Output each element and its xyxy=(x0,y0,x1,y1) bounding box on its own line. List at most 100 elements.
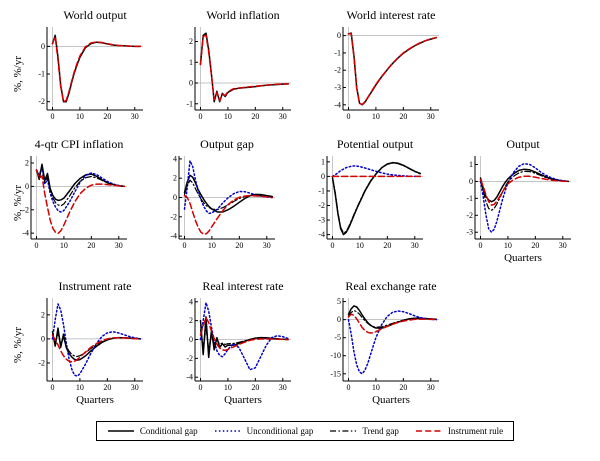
svg-text:20: 20 xyxy=(235,241,243,250)
chart-row-domestic-1: %, %/yr 4-qtr CPI inflation 2 0 -2 -4 0 10 20 3… xyxy=(10,137,600,265)
plot-area: 420-2-40 10 20 30 xyxy=(186,297,291,392)
svg-text:-3: -3 xyxy=(334,83,341,92)
legend-item-conditional-gap: Conditional gap xyxy=(107,426,198,436)
chart-4qtr-cpi-inflation: 4-qtr CPI inflation 2 0 -2 -4 0 10 20 30 xyxy=(10,137,132,252)
y-axis-label-text: %, %/yr xyxy=(12,184,24,222)
legend-item-instrument-rule: Instrument rule xyxy=(415,426,503,436)
chart-title: Instrument rate xyxy=(58,279,132,293)
chart-potential-output: Potential output 1 0 -1 -2 -3 -4 0 10 20 30 xyxy=(306,137,428,252)
svg-text:-1: -1 xyxy=(334,48,341,57)
svg-text:0: 0 xyxy=(50,112,54,121)
svg-text:-10: -10 xyxy=(330,351,341,360)
svg-text:10: 10 xyxy=(372,112,380,121)
svg-text:-2: -2 xyxy=(38,358,45,367)
svg-text:10: 10 xyxy=(60,241,68,250)
svg-text:0: 0 xyxy=(189,79,193,88)
legend-label: Trend gap xyxy=(362,426,399,436)
svg-text:-4: -4 xyxy=(334,100,341,109)
chart-title: 4-qtr CPI inflation xyxy=(34,137,124,151)
plot-area: 420-2-40 10 20 30 xyxy=(170,154,275,250)
svg-text:2: 2 xyxy=(173,174,177,183)
svg-text:10: 10 xyxy=(504,241,512,250)
svg-text:20: 20 xyxy=(103,112,111,121)
chart-instrument-rate: Instrument rate 2 0 -2 0 10 20 30 Quarters xyxy=(26,279,148,407)
svg-text:-2: -2 xyxy=(318,201,325,210)
x-axis-label: Quarters xyxy=(504,252,542,264)
svg-text:10: 10 xyxy=(224,383,232,392)
svg-text:2: 2 xyxy=(25,159,29,168)
svg-text:-5: -5 xyxy=(334,333,341,342)
svg-text:-4: -4 xyxy=(318,230,325,239)
svg-text:30: 30 xyxy=(559,241,567,250)
svg-text:20: 20 xyxy=(103,383,111,392)
svg-text:-4: -4 xyxy=(170,232,177,241)
plot-area: 0 -1 -2 0 10 20 30 xyxy=(38,27,143,121)
svg-text:0: 0 xyxy=(189,335,193,344)
svg-text:-1: -1 xyxy=(186,99,193,108)
svg-text:10: 10 xyxy=(224,112,232,121)
legend-item-trend-gap: Trend gap xyxy=(329,426,399,436)
svg-text:0: 0 xyxy=(41,334,45,343)
chart-title: Real exchange rate xyxy=(345,279,437,293)
svg-text:0: 0 xyxy=(337,315,341,324)
chart-real-interest-rate: Real interest rate 4 2 0 -2 -4 0 10 20 30 Quarte… xyxy=(174,279,296,407)
x-axis-label: Quarters xyxy=(224,394,262,406)
legend-item-unconditional-gap: Unconditional gap xyxy=(214,426,314,436)
chart-title: World interest rate xyxy=(346,8,436,22)
x-axis-label: Quarters xyxy=(372,394,410,406)
plot-area: 10-1-2-30 10 20 30 xyxy=(466,156,571,250)
svg-text:30: 30 xyxy=(279,112,287,121)
legend-label: Conditional gap xyxy=(139,426,198,436)
svg-text:-2: -2 xyxy=(38,97,45,106)
svg-text:2: 2 xyxy=(189,316,193,325)
svg-text:20: 20 xyxy=(251,383,259,392)
svg-text:0: 0 xyxy=(173,193,177,202)
chart-row-world: %, %/yr World output 0 -1 -2 0 10 20 30 World … xyxy=(10,8,600,123)
svg-text:20: 20 xyxy=(531,241,539,250)
svg-text:-1: -1 xyxy=(318,186,325,195)
svg-text:20: 20 xyxy=(87,241,95,250)
svg-text:-2: -2 xyxy=(186,354,193,363)
svg-text:-4: -4 xyxy=(186,373,193,382)
svg-text:10: 10 xyxy=(76,383,84,392)
svg-text:20: 20 xyxy=(251,112,259,121)
y-axis-label-text: %, %/yr xyxy=(12,326,24,364)
svg-text:-2: -2 xyxy=(466,211,473,220)
legend-label: Unconditional gap xyxy=(246,426,314,436)
svg-text:-2: -2 xyxy=(170,212,177,221)
plot-area: 10-1-2-3-40 10 20 30 xyxy=(318,156,423,250)
svg-text:0: 0 xyxy=(198,112,202,121)
chart-real-exchange-rate: Real exchange rate 5 0 -5 -10 -15 0 10 20 30 Qua… xyxy=(322,279,444,407)
svg-text:2: 2 xyxy=(41,310,45,319)
svg-text:10: 10 xyxy=(372,383,380,392)
chart-world-output: World output 0 -1 -2 0 10 20 30 xyxy=(26,8,148,123)
svg-text:0: 0 xyxy=(41,42,45,51)
unconditional-gap-line-icon xyxy=(214,430,241,432)
svg-text:0: 0 xyxy=(346,383,350,392)
plot-area: 20-2-40 10 20 30 xyxy=(22,156,127,250)
svg-text:30: 30 xyxy=(131,383,139,392)
chart-title: World inflation xyxy=(206,8,280,22)
chart-row-domestic-2: %, %/yr Instrument rate 2 0 -2 0 10 20 30 Quar… xyxy=(10,279,600,407)
svg-text:30: 30 xyxy=(263,241,271,250)
plot-area: 0 -1 -2 -3 -4 0 10 20 30 xyxy=(334,27,439,121)
svg-text:-1: -1 xyxy=(466,194,473,203)
svg-text:-2: -2 xyxy=(334,66,341,75)
svg-text:0: 0 xyxy=(25,182,29,191)
svg-text:20: 20 xyxy=(399,112,407,121)
svg-text:10: 10 xyxy=(356,241,364,250)
svg-text:-1: -1 xyxy=(38,70,45,79)
svg-text:-4: -4 xyxy=(22,229,29,238)
svg-text:4: 4 xyxy=(173,154,177,163)
x-axis-label: Quarters xyxy=(76,394,114,406)
y-axis-label: %, %/yr xyxy=(10,279,26,407)
plot-area: 20-20 10 20 30 xyxy=(38,298,143,392)
svg-text:20: 20 xyxy=(399,383,407,392)
svg-text:0: 0 xyxy=(198,383,202,392)
plot-area: 5 0 -5 -10 -15 0 10 20 30 xyxy=(330,297,439,392)
chart-title: World output xyxy=(63,8,127,22)
chart-title: Real interest rate xyxy=(202,279,284,293)
svg-text:30: 30 xyxy=(427,383,435,392)
svg-text:20: 20 xyxy=(383,241,391,250)
